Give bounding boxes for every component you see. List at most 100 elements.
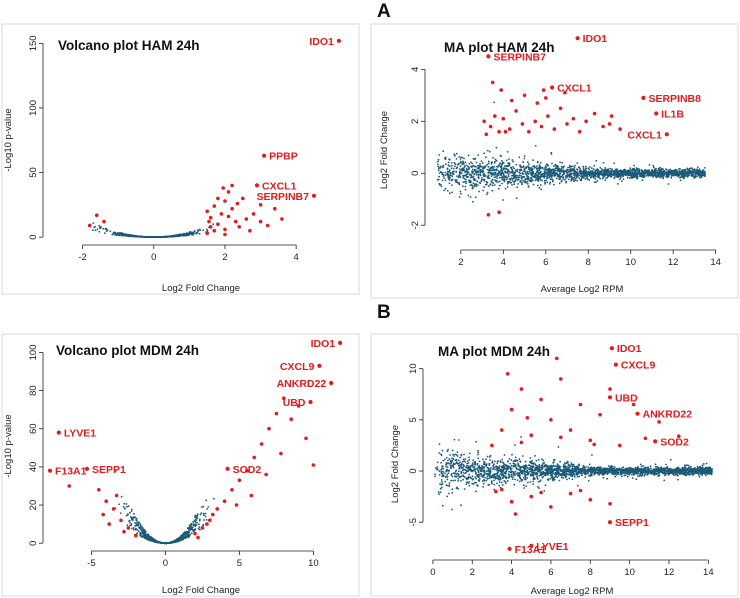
background-point xyxy=(138,530,140,533)
background-point xyxy=(444,480,447,483)
background-point xyxy=(479,174,482,177)
background-point xyxy=(493,172,495,174)
significant-point xyxy=(539,124,544,129)
background-point xyxy=(104,228,107,230)
y-tick-label: 100 xyxy=(28,100,39,116)
background-point xyxy=(139,533,142,535)
background-point xyxy=(476,180,479,183)
background-point xyxy=(604,167,606,169)
background-point xyxy=(129,235,132,238)
background-point xyxy=(448,158,450,161)
background-point xyxy=(642,464,644,467)
background-point xyxy=(663,174,665,177)
background-point xyxy=(628,466,630,469)
background-point xyxy=(491,172,494,175)
background-point xyxy=(463,169,466,172)
background-point xyxy=(575,176,578,179)
background-point xyxy=(546,172,549,174)
background-point xyxy=(589,175,591,177)
background-point xyxy=(142,532,145,535)
background-point xyxy=(562,169,565,172)
background-point xyxy=(565,175,567,178)
background-point xyxy=(658,171,661,173)
background-point xyxy=(202,505,205,508)
background-point xyxy=(563,172,565,175)
background-point xyxy=(594,178,597,180)
background-point xyxy=(453,153,456,156)
background-point xyxy=(441,449,444,452)
background-point xyxy=(549,174,552,176)
background-point xyxy=(538,463,541,466)
significant-point xyxy=(101,512,105,517)
background-point xyxy=(499,166,502,168)
background-point xyxy=(111,233,114,236)
background-point xyxy=(128,521,131,524)
background-point xyxy=(478,190,480,193)
significant-point xyxy=(618,127,622,131)
background-point xyxy=(462,176,464,179)
background-point xyxy=(626,170,629,173)
background-point xyxy=(672,172,675,175)
background-point xyxy=(453,161,456,164)
background-point xyxy=(641,173,644,175)
background-point xyxy=(517,183,519,185)
significant-point xyxy=(193,531,197,536)
background-point xyxy=(629,167,632,170)
background-point xyxy=(657,167,660,170)
background-point xyxy=(477,470,480,473)
background-point xyxy=(637,170,639,173)
significant-point xyxy=(226,214,231,219)
background-point xyxy=(609,170,612,173)
background-point xyxy=(139,523,142,525)
background-point xyxy=(659,169,661,171)
background-point xyxy=(487,165,490,168)
background-point xyxy=(441,179,444,182)
section-label-a: A xyxy=(377,1,391,22)
background-point xyxy=(457,487,460,490)
significant-point xyxy=(520,122,525,126)
significant-point xyxy=(274,411,279,416)
y-axis-label: Log2 Fold Change xyxy=(390,425,401,503)
volcano-ham-chart: Volcano plot HAM 24h Log2 Fold Change -L… xyxy=(3,35,341,294)
x-tick-label: 12 xyxy=(668,257,679,268)
background-point xyxy=(470,174,473,177)
background-point xyxy=(631,477,634,479)
background-point xyxy=(138,521,140,524)
background-point xyxy=(212,223,215,226)
background-point xyxy=(201,506,203,508)
background-point xyxy=(483,174,486,176)
background-point xyxy=(628,177,631,179)
background-point xyxy=(492,182,495,185)
background-point xyxy=(181,535,184,537)
background-point xyxy=(205,228,208,231)
background-point xyxy=(702,170,704,172)
background-point xyxy=(677,478,679,481)
background-point xyxy=(163,235,166,238)
significant-point xyxy=(490,80,495,85)
background-point xyxy=(173,540,176,542)
background-point xyxy=(652,166,655,169)
background-point xyxy=(662,176,665,179)
background-point xyxy=(587,466,590,468)
background-point xyxy=(678,174,681,177)
background-point xyxy=(134,522,136,524)
y-tick-label: 60 xyxy=(28,423,39,434)
background-point xyxy=(206,508,209,510)
background-point xyxy=(639,173,641,176)
background-point xyxy=(565,181,567,184)
background-point xyxy=(457,439,460,441)
background-point xyxy=(496,462,499,465)
background-point xyxy=(575,172,578,174)
background-point xyxy=(497,187,500,190)
background-point xyxy=(459,160,462,163)
background-point xyxy=(92,222,95,225)
background-point xyxy=(527,163,530,166)
background-point xyxy=(203,519,205,521)
background-point xyxy=(478,170,480,173)
background-point xyxy=(487,162,490,165)
background-point xyxy=(600,168,603,170)
background-point xyxy=(186,234,188,237)
background-point xyxy=(437,169,440,172)
background-point xyxy=(464,180,466,183)
background-point xyxy=(495,169,498,172)
